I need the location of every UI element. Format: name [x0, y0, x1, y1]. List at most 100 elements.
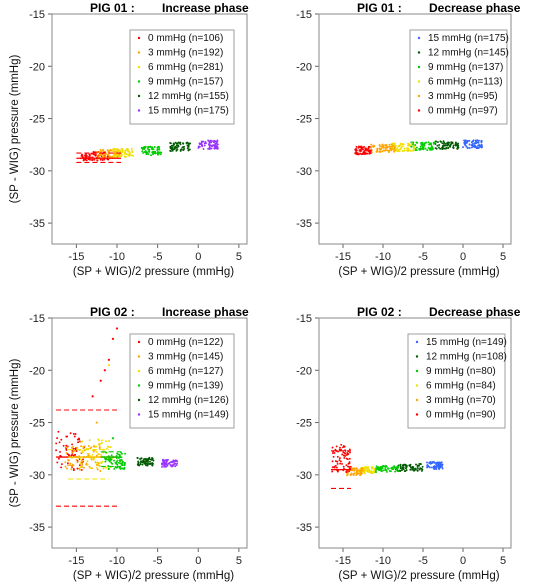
x-tick-label: -5 [418, 555, 428, 567]
data-point [80, 465, 83, 468]
x-tick-label: -5 [418, 251, 428, 263]
legend-entry: 15 mmHg (n=175) [428, 33, 509, 44]
data-point [465, 145, 468, 148]
data-point [419, 467, 422, 470]
legend-entry: 6 mmHg (n=84) [426, 381, 496, 392]
data-point [375, 150, 378, 153]
data-point [418, 148, 421, 151]
data-point [477, 144, 480, 147]
y-tick-label: -20 [29, 61, 45, 73]
data-point [402, 143, 405, 146]
data-point [65, 452, 68, 454]
data-point [384, 467, 387, 470]
data-point [96, 154, 99, 157]
x-tick-label: 0 [195, 251, 201, 263]
data-point [131, 151, 134, 154]
data-point [443, 141, 446, 144]
series-5 [169, 141, 192, 153]
data-point [450, 142, 453, 145]
data-point [421, 465, 424, 468]
x-tick-label: 0 [460, 251, 466, 263]
data-point [123, 462, 126, 464]
legend-entry: 12 mmHg (n=155) [148, 91, 229, 102]
data-point [355, 474, 358, 476]
data-point [412, 149, 414, 152]
data-point [382, 146, 385, 149]
data-point [86, 463, 89, 466]
data-point [95, 154, 97, 156]
y-tick-label: -20 [296, 365, 312, 377]
data-point [66, 446, 69, 449]
data-point [369, 152, 372, 155]
data-point [341, 462, 343, 465]
data-point [210, 139, 213, 142]
data-point [121, 149, 124, 152]
data-point [179, 149, 182, 151]
data-point [72, 445, 75, 448]
legend-entry: 15 mmHg (n=149) [426, 337, 507, 348]
data-point [346, 472, 349, 475]
y-tick-label: -35 [29, 522, 45, 534]
data-point [132, 154, 135, 157]
data-point [370, 466, 373, 469]
data-point [151, 150, 154, 153]
data-point [103, 158, 106, 161]
legend: 0 mmHg (n=122) 3 mmHg (n=145) 6 mmHg (n=12… [129, 333, 235, 429]
data-point [66, 462, 69, 465]
data-point [99, 158, 102, 161]
data-point [175, 149, 178, 152]
data-point [145, 153, 148, 156]
legend-entry: 9 mmHg (n=157) [148, 77, 223, 88]
data-point [107, 153, 110, 156]
legend-marker [415, 384, 419, 387]
data-point [468, 143, 471, 146]
data-point [162, 460, 165, 463]
data-point [72, 432, 75, 435]
data-point [151, 457, 154, 460]
data-point [197, 146, 200, 149]
data-point [169, 145, 172, 148]
y-tick-label: -20 [296, 61, 312, 73]
legend-box [129, 29, 235, 125]
data-point [99, 148, 102, 151]
data-point [95, 454, 98, 457]
data-point [75, 458, 78, 461]
data-point [405, 469, 408, 472]
data-point [385, 470, 388, 473]
data-point [113, 152, 116, 155]
data-point [55, 449, 58, 452]
data-point [212, 140, 214, 143]
data-point [82, 458, 84, 461]
data-point [84, 158, 87, 161]
data-point [436, 141, 439, 144]
data-point [202, 140, 205, 143]
data-point [403, 149, 406, 152]
data-point [338, 457, 341, 460]
data-point [109, 148, 112, 151]
legend-entry: 9 mmHg (n=137) [428, 62, 503, 73]
data-point [436, 144, 439, 147]
data-point [389, 147, 392, 150]
plot-frame [318, 317, 512, 549]
data-point [189, 142, 192, 145]
data-point [396, 148, 399, 151]
outlier-point [99, 379, 102, 382]
series-1 [462, 139, 483, 150]
legend: 0 mmHg (n=106) 3 mmHg (n=192) 6 mmHg (n=28… [129, 29, 235, 125]
legend-marker [417, 65, 421, 69]
data-point [162, 458, 164, 461]
data-point [97, 464, 100, 467]
data-point [174, 459, 177, 462]
data-point [163, 464, 166, 467]
data-point [105, 447, 108, 450]
data-point [368, 152, 371, 155]
data-point [117, 453, 120, 456]
data-point [447, 146, 450, 149]
data-point [141, 463, 144, 466]
data-point [332, 455, 335, 458]
data-point [395, 466, 398, 469]
legend-marker [137, 51, 141, 54]
data-point [125, 153, 128, 156]
data-point [80, 440, 83, 443]
data-point [385, 465, 388, 468]
